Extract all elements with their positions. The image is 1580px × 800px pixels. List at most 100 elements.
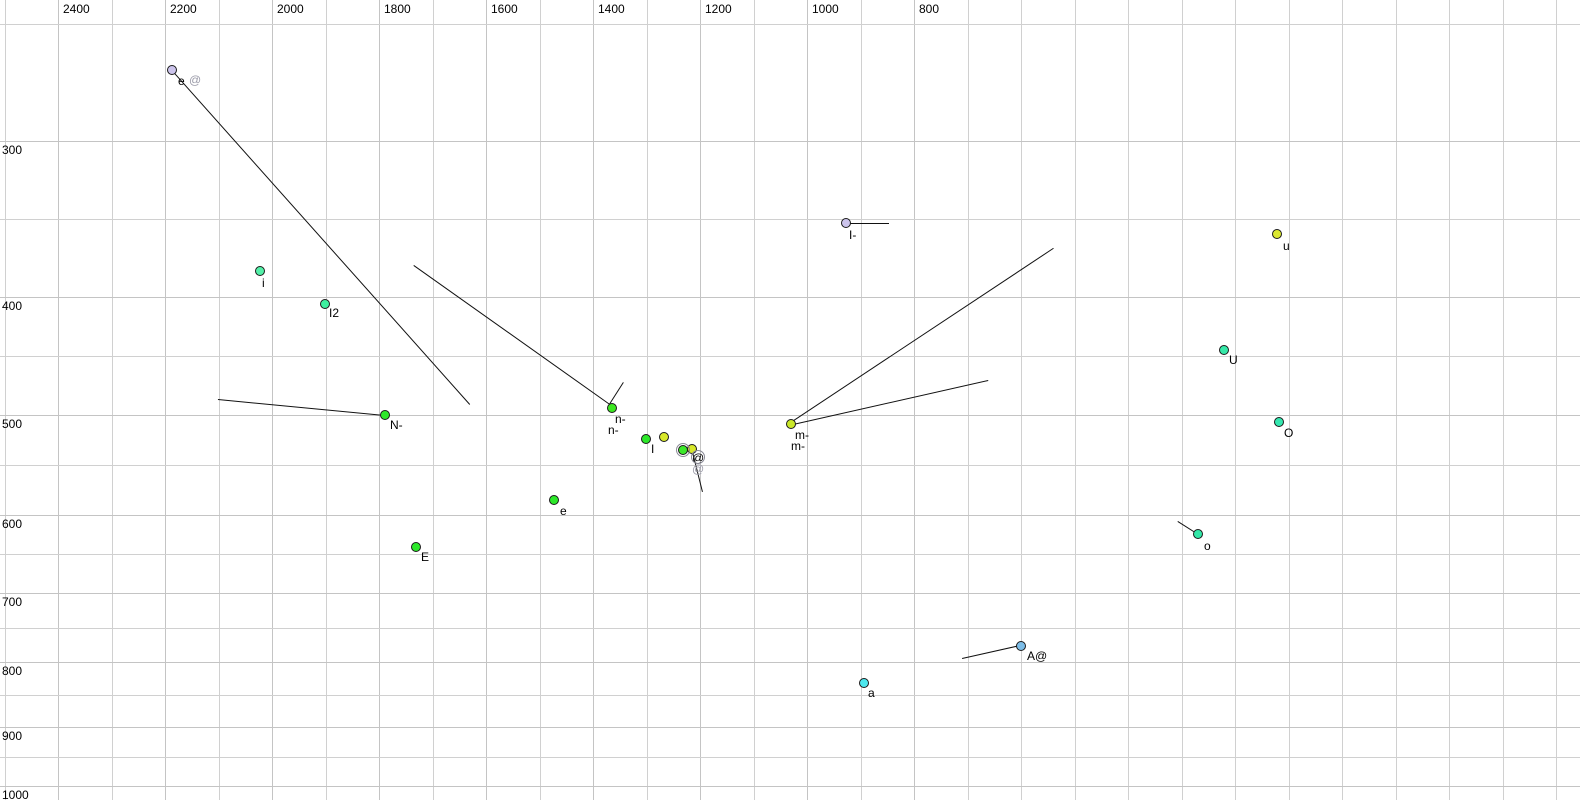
x-axis-tick-label: 2000: [277, 2, 304, 16]
data-point-label: N-: [390, 418, 403, 432]
x-axis-tick-label: 1000: [812, 2, 839, 16]
connector-line: [217, 399, 384, 416]
data-point-label: n-: [615, 412, 626, 426]
x-gridline-major: [165, 0, 166, 800]
x-gridline-minor: [968, 0, 969, 800]
x-axis-tick-label: 2400: [63, 2, 90, 16]
x-gridline-major: [700, 0, 701, 800]
x-gridline-minor: [1503, 0, 1504, 800]
x-gridline-minor: [1128, 0, 1129, 800]
y-gridline-major: [0, 515, 1580, 516]
data-point-label-secondary: @: [189, 73, 202, 87]
data-point-marker[interactable]: [1016, 641, 1026, 651]
x-axis-tick-label: 2200: [170, 2, 197, 16]
y-gridline-minor: [0, 24, 1580, 25]
connector-line: [413, 265, 610, 405]
x-gridline-minor: [1021, 0, 1022, 800]
data-point-label: O: [1284, 426, 1294, 440]
y-gridline-major: [0, 662, 1580, 663]
x-gridline-minor: [112, 0, 113, 800]
data-point-label: e: [178, 74, 185, 88]
data-point-label-secondary: n-: [608, 423, 619, 437]
data-point-label: E: [421, 550, 430, 564]
y-gridline-minor: [0, 628, 1580, 629]
x-axis-tick-label: 1400: [598, 2, 625, 16]
data-point-label: m-: [795, 428, 809, 442]
data-point-marker[interactable]: [786, 419, 796, 429]
connector-line: [609, 382, 624, 405]
data-point-label: I2: [329, 306, 340, 320]
data-point-label: A@: [1027, 649, 1048, 663]
y-gridline-minor: [0, 219, 1580, 220]
data-point-marker[interactable]: [380, 410, 390, 420]
y-gridline-major: [0, 727, 1580, 728]
data-point-label: a: [868, 686, 875, 700]
x-gridline-minor: [1075, 0, 1076, 800]
x-gridline-minor: [1396, 0, 1397, 800]
x-gridline-minor: [1449, 0, 1450, 800]
x-gridline-minor: [5, 0, 6, 800]
connector-line: [789, 248, 1054, 424]
y-axis-tick-label: 300: [2, 143, 23, 157]
x-gridline-minor: [1289, 0, 1290, 800]
y-axis-tick-label: 900: [2, 729, 23, 743]
data-point-marker[interactable]: [1274, 417, 1284, 427]
x-gridline-minor: [219, 0, 220, 800]
data-point-marker[interactable]: [411, 542, 421, 552]
x-gridline-major: [379, 0, 380, 800]
data-point-label: i: [262, 276, 265, 290]
data-point-label-secondary: @: [692, 462, 705, 476]
data-point-label: I: [651, 442, 655, 456]
connector-line: [845, 223, 889, 224]
y-gridline-major: [0, 415, 1580, 416]
y-axis-tick-label: 500: [2, 417, 23, 431]
data-point-marker[interactable]: [1272, 229, 1282, 239]
data-point-label: u: [1283, 239, 1290, 253]
x-axis-tick-label: 1600: [491, 2, 518, 16]
data-point-marker[interactable]: [607, 403, 617, 413]
marker-highlight-ring: [676, 443, 690, 457]
x-gridline-minor: [540, 0, 541, 800]
y-gridline-minor: [0, 757, 1580, 758]
x-gridline-minor: [1182, 0, 1183, 800]
y-axis-tick-label: 1000: [2, 788, 29, 800]
data-point-marker[interactable]: [859, 678, 869, 688]
y-axis-tick-label: 400: [2, 299, 23, 313]
x-gridline-minor: [647, 0, 648, 800]
x-gridline-major: [807, 0, 808, 800]
data-point-marker[interactable]: [167, 65, 177, 75]
marker-highlight-ring: [691, 450, 705, 464]
x-gridline-major: [914, 0, 915, 800]
data-point-marker[interactable]: [1219, 345, 1229, 355]
data-point-marker[interactable]: [841, 218, 851, 228]
y-gridline-minor: [0, 356, 1580, 357]
data-point-marker[interactable]: [659, 432, 669, 442]
y-gridline-minor: [0, 554, 1580, 555]
x-axis-tick-label: 1800: [384, 2, 411, 16]
y-axis-tick-label: 800: [2, 664, 23, 678]
x-gridline-minor: [754, 0, 755, 800]
x-gridline-major: [272, 0, 273, 800]
connector-line: [173, 72, 470, 405]
y-axis-tick-label: 600: [2, 517, 23, 531]
x-gridline-minor: [326, 0, 327, 800]
data-point-marker[interactable]: [255, 266, 265, 276]
data-point-marker[interactable]: [1193, 529, 1203, 539]
connector-line: [793, 380, 989, 425]
x-axis-tick-label: 800: [919, 2, 940, 16]
data-point-marker[interactable]: [320, 299, 330, 309]
data-point-marker[interactable]: [549, 495, 559, 505]
data-point-label-secondary: m-: [791, 439, 805, 453]
data-point-label: o: [1204, 539, 1211, 553]
y-gridline-minor: [0, 465, 1580, 466]
x-gridline-major: [593, 0, 594, 800]
data-point-label: e: [560, 504, 567, 518]
y-gridline-major: [0, 593, 1580, 594]
data-point-label: I-: [849, 228, 857, 242]
data-point-marker[interactable]: [641, 434, 651, 444]
y-gridline-major: [0, 786, 1580, 787]
